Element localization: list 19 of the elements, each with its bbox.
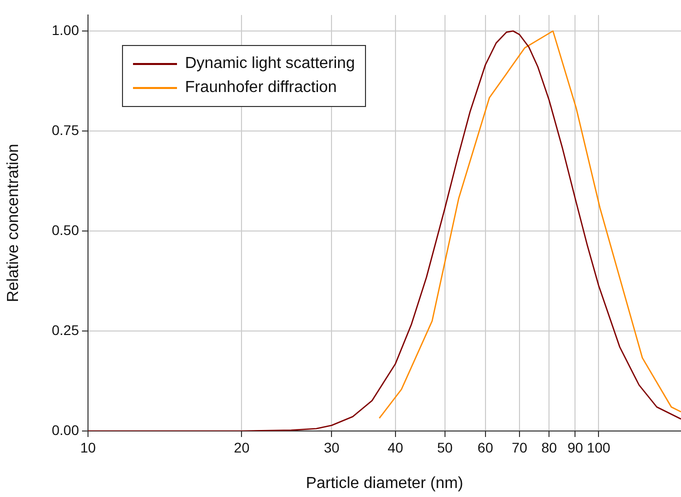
y-tick-label: 0.75: [52, 122, 80, 138]
y-axis-title: Relative concentration: [5, 144, 22, 302]
y-tick-label: 0.00: [52, 422, 80, 438]
y-tick-label: 0.50: [52, 222, 80, 238]
x-axis-title: Particle diameter (nm): [306, 474, 464, 492]
x-tick-label: 30: [324, 439, 340, 456]
x-tick-label: 90: [567, 439, 584, 456]
x-tick-label: 70: [512, 439, 528, 456]
legend-label: Dynamic light scattering: [185, 55, 355, 73]
x-tick-label: 100: [586, 439, 610, 456]
x-tick-label: 10: [80, 439, 96, 456]
legend-label: Fraunhofer diffraction: [185, 79, 337, 97]
x-tick-label: 60: [478, 439, 494, 456]
x-tick-label: 80: [541, 439, 558, 456]
x-tick-label: 20: [234, 439, 250, 456]
y-tick-label: 0.25: [52, 322, 80, 338]
x-tick-label: 50: [437, 439, 453, 456]
x-tick-label: 40: [388, 439, 404, 456]
y-tick-label: 1.00: [52, 22, 80, 38]
